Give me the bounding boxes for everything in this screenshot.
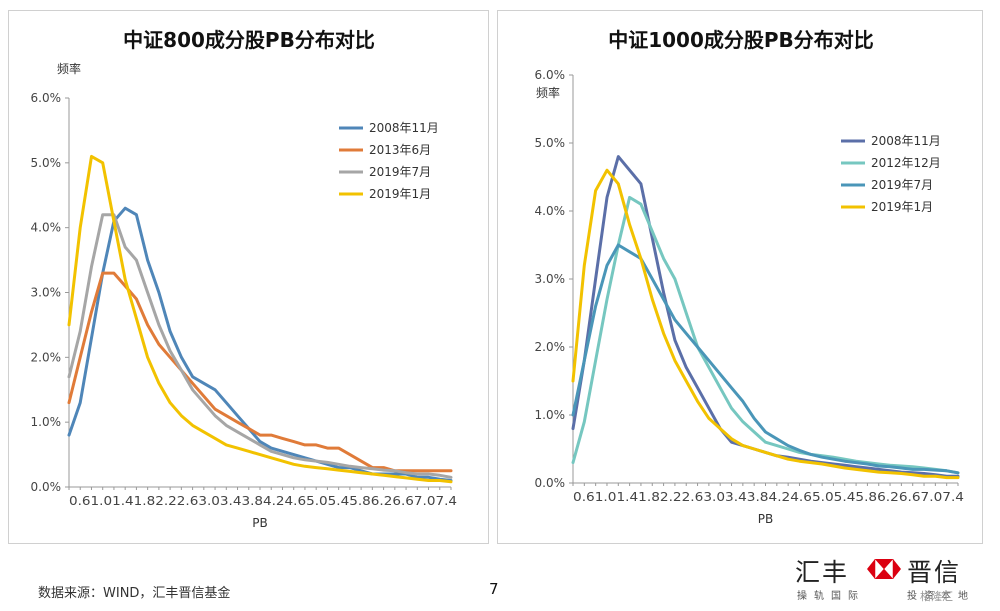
y-tick-label: 0.0%: [31, 480, 62, 494]
series-line-1: [571, 195, 960, 475]
y-tick-label: 3.0%: [31, 286, 62, 300]
y-tick-label: 6.0%: [535, 68, 566, 82]
hsbc-hexagon-icon: [867, 559, 901, 579]
y-tick-label: 4.0%: [31, 221, 62, 235]
page-number: 7: [489, 580, 499, 598]
brand-logo-block: 汇丰 晋信 操轨国际 投资本地: [795, 553, 985, 607]
chart-title: 中证1000成分股PB分布对比: [608, 28, 874, 52]
brand-name-left: 汇丰: [795, 558, 850, 587]
y-tick-label: 6.0%: [31, 91, 62, 105]
y-tick-label: 1.0%: [535, 408, 566, 422]
brand-name-right: 晋信: [907, 558, 962, 587]
y-tick-label: 2.0%: [535, 340, 566, 354]
brand-slogan-left: 操轨国际: [797, 591, 865, 602]
series-line-1: [67, 271, 453, 473]
legend-label: 2019年7月: [871, 178, 933, 192]
legend-label: 2019年1月: [871, 200, 933, 214]
series-line-3: [67, 154, 453, 484]
chart-panel-csi800: 中证800成分股PB分布对比频率 0.0% 1.0% 2.0% 3.0% 4.0% 5.0%…: [8, 10, 489, 544]
series-line-2: [571, 243, 960, 475]
legend-label: 2008年11月: [871, 134, 941, 148]
y-tick-label: 5.0%: [535, 136, 566, 150]
y-tick-label: 2.0%: [31, 350, 62, 364]
chart-title: 中证800成分股PB分布对比: [123, 28, 375, 52]
data-source-note: 数据来源：WIND，汇丰晋信基金: [38, 586, 231, 601]
x-axis-label: PB: [252, 516, 267, 530]
y-axis-label: 频率: [536, 85, 560, 100]
series-line-3: [571, 168, 960, 480]
y-axis-label: 频率: [57, 61, 81, 76]
legend-label: 2013年6月: [369, 143, 431, 157]
y-tick-label: 3.0%: [535, 272, 566, 286]
x-tick-labels: 0.61.01.41.82.22.63.03.43.84.24.65.05.45…: [573, 490, 964, 504]
y-tick-label: 4.0%: [535, 204, 566, 218]
x-tick-labels: 0.61.01.41.82.22.63.03.43.84.24.65.05.45…: [69, 494, 457, 508]
chart-panel-csi1000: 中证1000成分股PB分布对比频率 0.0% 1.0% 2.0% 3.0% 4.0% 5.0…: [497, 10, 983, 544]
legend-label: 2012年12月: [871, 156, 941, 170]
series-line-2: [67, 213, 453, 479]
watermark: 格隆汇: [920, 590, 953, 603]
series-line-0: [67, 206, 453, 482]
x-axis-label: PB: [758, 512, 773, 526]
legend-label: 2019年1月: [369, 187, 431, 201]
legend-label: 2008年11月: [369, 121, 439, 135]
legend-label: 2019年7月: [369, 165, 431, 179]
y-tick-label: 0.0%: [535, 476, 566, 490]
y-tick-label: 5.0%: [31, 156, 62, 170]
brand-slogan-right: 投资本地: [907, 591, 975, 602]
y-tick-label: 1.0%: [31, 415, 62, 429]
